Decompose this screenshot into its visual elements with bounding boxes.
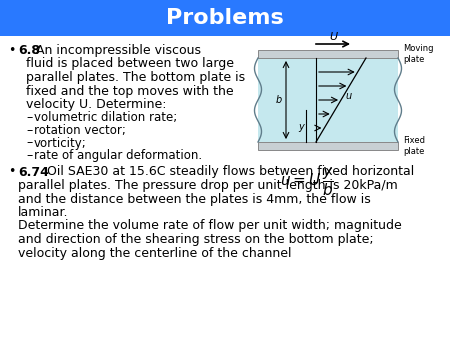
Bar — [0, 0, 450, 36]
Text: –: – — [26, 124, 32, 137]
Text: fixed and the top moves with the: fixed and the top moves with the — [26, 84, 234, 97]
Text: volumetric dilation rate;: volumetric dilation rate; — [34, 112, 177, 124]
Text: and the distance between the plates is 4mm, the flow is: and the distance between the plates is 4… — [18, 193, 371, 206]
Text: –: – — [26, 137, 32, 149]
Bar — [258, 142, 398, 150]
Text: –: – — [26, 112, 32, 124]
Text: Determine the volume rate of flow per unit width; magnitude: Determine the volume rate of flow per un… — [18, 219, 402, 233]
Text: rotation vector;: rotation vector; — [34, 124, 126, 137]
Text: Oil SAE30 at 15.6C steadily flows between fixed horizontal: Oil SAE30 at 15.6C steadily flows betwee… — [43, 166, 414, 178]
Text: and direction of the shearing stress on the bottom plate;: and direction of the shearing stress on … — [18, 233, 373, 246]
Text: An incompressible viscous: An incompressible viscous — [36, 44, 201, 57]
Text: fluid is placed between two large: fluid is placed between two large — [26, 57, 234, 71]
Text: •: • — [8, 44, 15, 57]
Text: U: U — [329, 32, 337, 42]
Text: velocity along the centerline of the channel: velocity along the centerline of the cha… — [18, 246, 292, 260]
Bar — [258, 50, 398, 58]
Text: •: • — [8, 166, 15, 178]
Text: parallel plates. The pressure drop per unit length is 20kPa/m: parallel plates. The pressure drop per u… — [18, 179, 398, 192]
Text: y: y — [298, 122, 304, 132]
Text: 6.8: 6.8 — [18, 44, 40, 57]
Text: laminar.: laminar. — [18, 206, 68, 219]
Text: Fixed
plate: Fixed plate — [403, 136, 425, 156]
Text: 6.74: 6.74 — [18, 166, 49, 178]
Text: Problems: Problems — [166, 8, 284, 28]
Text: vorticity;: vorticity; — [34, 137, 87, 149]
Text: –: – — [26, 149, 32, 162]
Bar — [258, 58, 398, 142]
Text: parallel plates. The bottom plate is: parallel plates. The bottom plate is — [26, 71, 245, 84]
Text: velocity U. Determine:: velocity U. Determine: — [26, 98, 166, 111]
Text: u: u — [345, 91, 351, 101]
Text: rate of angular deformation.: rate of angular deformation. — [34, 149, 202, 162]
Text: $u = U\,\dfrac{y}{b}$: $u = U\,\dfrac{y}{b}$ — [280, 166, 334, 198]
Text: Moving
plate: Moving plate — [403, 44, 433, 64]
Text: b: b — [276, 95, 282, 105]
